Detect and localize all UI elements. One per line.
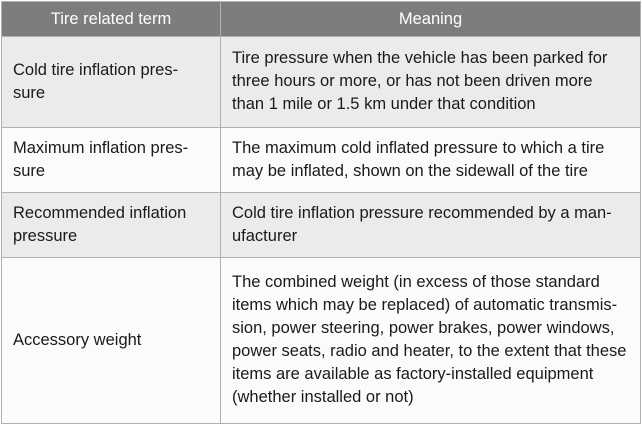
meaning-line: Tire pressure when the vehicle has been … [232, 49, 608, 67]
meaning-line: (whether installed or not) [232, 388, 414, 406]
term-line: sure [13, 83, 46, 102]
term-line: Cold tire inflation pres- [13, 60, 179, 79]
table-row: Accessory weight The combined weight (in… [1, 257, 641, 424]
term-line: Recommended inflation [13, 203, 187, 222]
term-cell: Cold tire inflation pres- sure [1, 36, 221, 128]
meaning-line: three hours or more, or has not been dri… [232, 72, 593, 90]
header-meaning: Meaning [220, 1, 641, 37]
meaning-line: ufacturer [232, 226, 298, 245]
meaning-cell: The maximum cold inflated pressure to wh… [220, 127, 641, 193]
meaning-line: The combined weight (in excess of those … [232, 273, 600, 291]
table-row: Cold tire inflation pres- sure Tire pres… [1, 36, 641, 128]
meaning-cell: The combined weight (in excess of those … [220, 257, 641, 424]
meaning-line: than 1 mile or 1.5 km under that conditi… [232, 95, 536, 113]
meaning-cell: Cold tire inflation pressure recommended… [220, 192, 641, 258]
term-cell: Recommended inflation pressure [1, 192, 221, 258]
term-line: Accessory weight [13, 330, 142, 349]
meaning-cell: Tire pressure when the vehicle has been … [220, 36, 641, 128]
table-header-row: Tire related term Meaning [1, 1, 641, 37]
meaning-line: may be inflated, shown on the sidewall o… [232, 161, 588, 180]
meaning-line: Cold tire inflation pressure recommended… [232, 203, 612, 222]
term-line: sure [13, 161, 46, 180]
term-line: Maximum inflation pres- [13, 138, 189, 157]
meaning-line: items which may be replaced) of automati… [232, 296, 618, 314]
table-row: Recommended inflation pressure Cold tire… [1, 192, 641, 258]
term-cell: Maximum inflation pres- sure [1, 127, 221, 193]
meaning-line: power seats, radio and heater, to the ex… [232, 342, 627, 360]
term-line: pressure [13, 226, 78, 245]
meaning-line: sion, power steering, power brakes, powe… [232, 319, 615, 337]
term-cell: Accessory weight [1, 257, 221, 424]
header-term: Tire related term [1, 1, 221, 37]
meaning-line: The maximum cold inflated pressure to wh… [232, 138, 605, 157]
table-row: Maximum inflation pres- sure The maximum… [1, 127, 641, 193]
meaning-line: items are available as factory-installed… [232, 365, 594, 383]
